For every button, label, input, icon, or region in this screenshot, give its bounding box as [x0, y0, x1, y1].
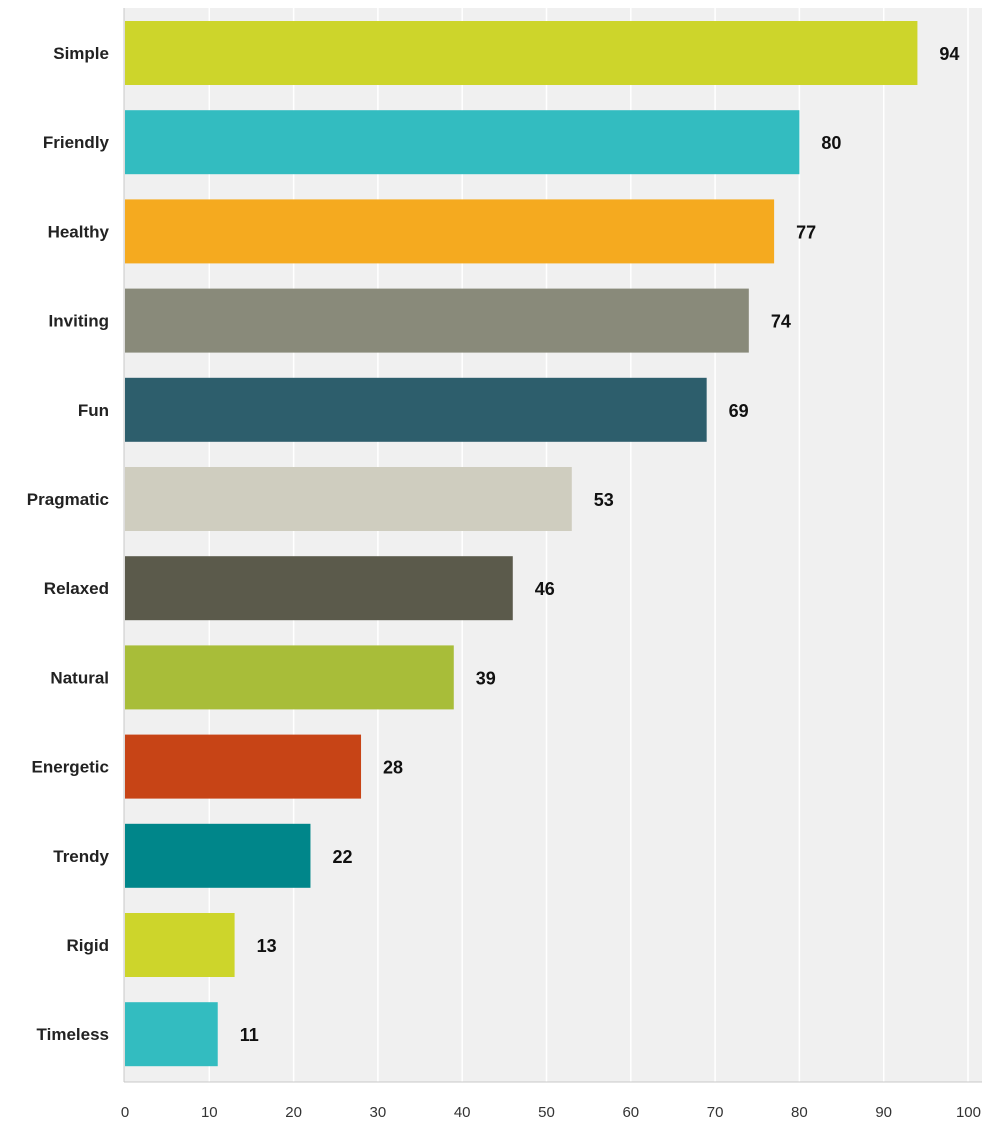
- bar-inviting: [125, 288, 749, 353]
- x-tick-label: 20: [285, 1104, 302, 1121]
- x-tick-label: 60: [622, 1104, 639, 1121]
- bar-timeless: [125, 1002, 218, 1067]
- category-label: Simple: [53, 44, 109, 63]
- x-tick-label: 30: [370, 1104, 387, 1121]
- value-label: 11: [240, 1025, 259, 1045]
- value-label: 69: [729, 401, 749, 421]
- x-tick-label: 90: [875, 1104, 892, 1121]
- category-label: Natural: [50, 668, 109, 687]
- category-label: Friendly: [43, 133, 110, 152]
- value-label: 22: [332, 847, 352, 867]
- bar-pragmatic: [125, 467, 572, 531]
- x-tick-label: 80: [791, 1104, 808, 1121]
- category-label: Relaxed: [44, 579, 109, 598]
- x-tick-label: 70: [707, 1104, 724, 1121]
- plot-area: [124, 8, 982, 1082]
- value-label: 80: [821, 133, 841, 153]
- bar-simple: [125, 21, 918, 85]
- category-label: Healthy: [48, 222, 110, 241]
- category-label: Rigid: [67, 936, 110, 955]
- x-tick-label: 100: [956, 1104, 981, 1121]
- bar-relaxed: [125, 556, 513, 621]
- bar-healthy: [125, 199, 775, 264]
- category-label: Fun: [78, 401, 109, 420]
- x-tick-label: 0: [121, 1104, 129, 1121]
- bar-natural: [125, 645, 454, 710]
- bar-fun: [125, 377, 707, 442]
- x-tick-label: 10: [201, 1104, 218, 1121]
- value-label: 53: [594, 490, 614, 510]
- value-label: 74: [771, 312, 791, 332]
- value-label: 39: [476, 668, 496, 688]
- category-label: Inviting: [49, 312, 109, 331]
- bar-friendly: [125, 110, 800, 175]
- value-label: 13: [257, 936, 277, 956]
- value-label: 28: [383, 758, 403, 778]
- x-tick-label: 40: [454, 1104, 471, 1121]
- bar-energetic: [125, 734, 362, 799]
- category-label: Pragmatic: [27, 490, 109, 509]
- value-label: 46: [535, 579, 555, 599]
- value-label: 94: [939, 44, 959, 64]
- category-label: Energetic: [32, 758, 109, 777]
- category-label: Trendy: [53, 847, 109, 866]
- bar-rigid: [125, 913, 235, 977]
- x-tick-label: 50: [538, 1104, 555, 1121]
- bar-trendy: [125, 823, 311, 888]
- category-label: Timeless: [37, 1025, 109, 1044]
- value-label: 77: [796, 222, 816, 242]
